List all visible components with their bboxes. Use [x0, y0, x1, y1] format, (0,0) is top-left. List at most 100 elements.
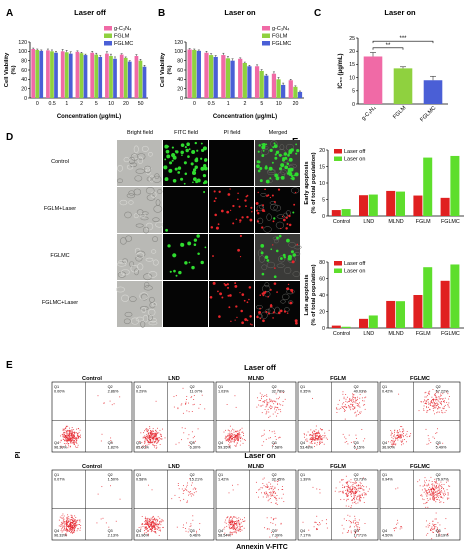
flow-plot-frame	[133, 381, 215, 453]
flow-event	[234, 395, 236, 397]
flow-event	[279, 436, 281, 438]
red-cell	[218, 315, 221, 318]
flow-event	[61, 447, 63, 449]
red-cell	[255, 201, 259, 205]
flow-event	[71, 429, 73, 431]
red-cell	[246, 215, 249, 219]
flow-event	[70, 525, 72, 527]
flow-event	[364, 408, 366, 410]
quadrant-value: 58.54%	[218, 534, 232, 538]
flow-event	[155, 429, 157, 431]
flow-event	[346, 494, 348, 496]
green-cell	[283, 256, 286, 259]
flow-event	[350, 489, 352, 491]
flow-event	[429, 404, 431, 406]
flow-event	[240, 440, 242, 442]
flow-event	[159, 444, 161, 446]
flow-event	[234, 439, 236, 441]
flow-event	[62, 519, 64, 521]
flow-event	[434, 407, 436, 409]
flow-event	[142, 525, 144, 527]
flow-event	[341, 479, 343, 480]
red-cell	[246, 319, 249, 322]
flow-event	[73, 429, 75, 431]
flow-event	[74, 439, 76, 441]
flow-event	[237, 433, 239, 435]
quadrant-label: Q1	[54, 473, 59, 477]
flow-event	[363, 400, 365, 402]
flow-event	[235, 529, 236, 531]
flow-event	[354, 518, 356, 520]
red-cell	[261, 226, 264, 229]
flow-event	[396, 523, 397, 525]
flow-event	[73, 435, 75, 437]
flow-event	[354, 406, 356, 408]
flow-event	[62, 530, 64, 532]
flow-event	[349, 489, 351, 491]
flow-event	[430, 493, 431, 495]
flow-event	[433, 496, 435, 498]
flow-event	[144, 532, 145, 534]
flow-event	[266, 394, 268, 396]
flow-event	[409, 435, 411, 437]
green-cell	[180, 242, 185, 247]
flow-event	[258, 400, 260, 401]
bar	[288, 80, 293, 98]
bar	[423, 80, 443, 104]
flow-event	[62, 428, 64, 430]
flow-event	[426, 501, 428, 503]
flow-event	[346, 532, 348, 533]
red-cell	[265, 310, 268, 313]
green-cell	[286, 238, 290, 243]
flow-event	[432, 410, 434, 412]
flow-event	[74, 523, 76, 525]
flow-event	[240, 437, 242, 439]
flow-event	[65, 521, 67, 523]
flow-event	[149, 431, 151, 433]
flow-event	[424, 488, 426, 490]
flow-event	[191, 484, 192, 486]
flow-event	[154, 435, 156, 437]
flow-event	[258, 404, 260, 406]
flow-event	[423, 401, 424, 403]
flow-event	[390, 434, 392, 436]
flow-event	[229, 531, 231, 533]
flow-event	[425, 402, 427, 404]
flow-event	[427, 526, 429, 528]
quadrant-value: 2.86%	[108, 390, 119, 394]
flow-event	[145, 447, 147, 449]
flow-event	[355, 522, 356, 524]
flow-event	[281, 489, 283, 490]
flow-event	[159, 517, 161, 519]
merged-image	[255, 187, 300, 233]
cell	[124, 311, 133, 318]
cell	[276, 214, 285, 219]
red-cell	[272, 244, 274, 246]
flow-event	[345, 475, 347, 477]
cell	[283, 267, 292, 275]
flow-event	[156, 446, 158, 448]
green-cell	[192, 181, 194, 184]
flow-event	[448, 395, 450, 397]
green-cell	[187, 155, 190, 158]
flow-event	[401, 441, 403, 443]
flow-event	[272, 413, 274, 415]
flow-event	[227, 441, 229, 442]
flow-event	[148, 441, 150, 443]
flow-event	[97, 395, 99, 397]
quadrant-label: Q3	[354, 529, 359, 533]
flow-event	[424, 482, 426, 484]
flow-event	[437, 403, 438, 405]
flow-event	[420, 401, 422, 403]
flow-event	[432, 520, 434, 522]
flow-event	[148, 525, 150, 527]
green-cell	[278, 234, 282, 238]
flow-event	[234, 434, 236, 436]
d-row-fglmc: FGLMC	[50, 253, 69, 259]
flow-event	[435, 432, 437, 434]
flow-event	[156, 427, 158, 429]
flow-event	[154, 518, 156, 519]
flow-event	[283, 392, 284, 394]
flow-event	[446, 489, 448, 491]
flow-event	[340, 407, 342, 409]
